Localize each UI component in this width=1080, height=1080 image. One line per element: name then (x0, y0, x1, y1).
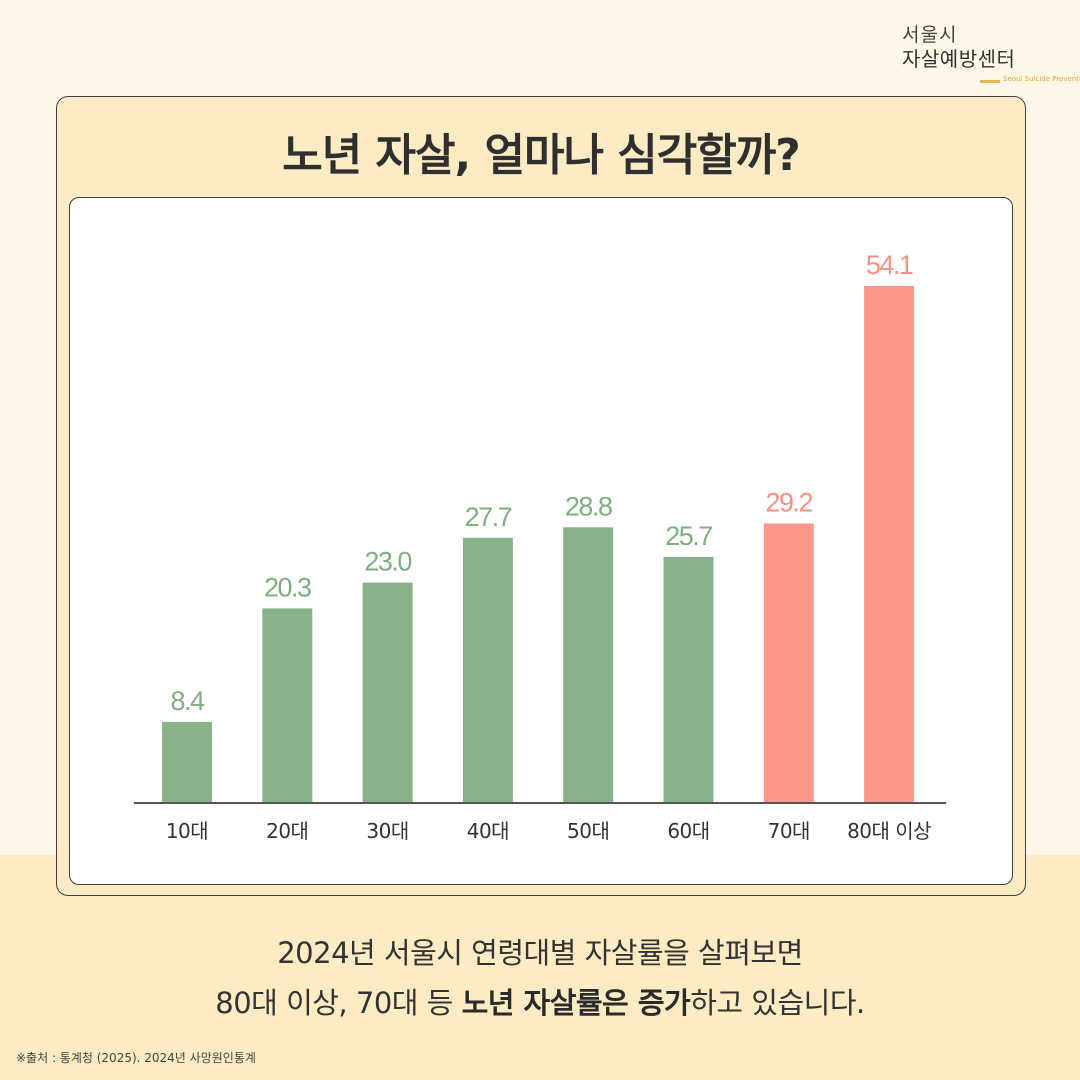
bar-6 (663, 556, 714, 802)
logo-city-text: 서울시 (902, 24, 958, 46)
bar-8 (864, 286, 915, 802)
category-label-8: 80대 이상 (847, 819, 931, 843)
value-label-8: 54.1 (866, 250, 913, 280)
category-label-4: 40대 (467, 819, 509, 843)
logo-center-text: 자살예방센터 (902, 47, 1016, 71)
source-note: ※출처 : 통계청 (2025). 2024년 사망원인통계 (16, 1051, 256, 1065)
value-label-5: 28.8 (565, 491, 612, 521)
caption-line-2-end: 하고 있습니다. (690, 986, 865, 1020)
logo-accent-bar (980, 80, 1000, 83)
value-label-1: 8.4 (170, 686, 205, 716)
caption-emphasis: 노년 자살률은 증가 (461, 986, 691, 1020)
bar-3 (362, 582, 413, 802)
value-label-6: 25.7 (665, 521, 712, 551)
category-label-7: 70대 (768, 819, 810, 843)
bar-chart: 8.4 10대 20.3 20대 23.0 30대 27.7 40대 28.8 50대 25.7 60… (134, 250, 946, 843)
bar-5 (563, 527, 614, 802)
caption: 2024년 서울시 연령대별 자살률을 살펴보면 80대 이상, 70대 등 노… (0, 928, 1080, 1028)
bar-7 (763, 523, 814, 802)
value-label-7: 29.2 (766, 488, 813, 518)
bar-1 (162, 721, 212, 802)
category-label-6: 60대 (667, 819, 709, 843)
caption-line-2-start: 80대 이상, 70대 등 (215, 986, 462, 1020)
caption-line-1: 2024년 서울시 연령대별 자살률을 살펴보면 (277, 936, 803, 970)
logo-english-text: Seoul Suicide Prevention Center (1003, 75, 1080, 83)
caption-line-2: 80대 이상, 70대 등 노년 자살률은 증가하고 있습니다. (0, 978, 1080, 1028)
category-label-2: 20대 (266, 819, 308, 843)
value-label-2: 20.3 (264, 572, 311, 602)
bar-4 (462, 537, 513, 802)
value-label-3: 23.0 (364, 547, 411, 577)
value-label-4: 27.7 (465, 502, 512, 532)
bar-2 (262, 608, 313, 802)
chart-card: 노년 자살, 얼마나 심각할까? 8.4 10대 20.3 20대 23.0 30대 27.… (56, 96, 1026, 896)
category-label-1: 10대 (166, 819, 208, 843)
category-label-5: 50대 (567, 819, 609, 843)
chart-panel: 8.4 10대 20.3 20대 23.0 30대 27.7 40대 28.8 50대 25.7 60… (69, 197, 1013, 885)
category-label-3: 30대 (366, 819, 408, 843)
page-title: 노년 자살, 얼마나 심각할까? (282, 130, 800, 181)
